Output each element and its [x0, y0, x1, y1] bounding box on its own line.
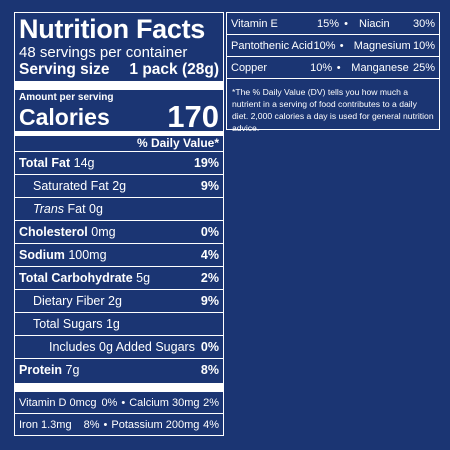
nutrient-dv: 9% — [200, 294, 219, 308]
bullet-separator: • — [103, 418, 108, 431]
vitamin-name: Calcium 30mg — [129, 396, 200, 409]
daily-value-footnote: *The % Daily Value (DV) tells you how mu… — [232, 87, 434, 133]
supplement-dv: 15% — [316, 17, 339, 30]
vitamin-dv: 4% — [203, 418, 219, 431]
nutrient-name: Cholesterol — [19, 225, 88, 239]
medium-divider — [15, 131, 223, 136]
nutrient-name: Trans — [33, 202, 65, 216]
nutrient-name: Includes 0g Added Sugars — [49, 340, 195, 354]
vitamin-dv: 0% — [101, 396, 118, 409]
nutrient-row-total-fat: Total Fat 14g 19% — [15, 152, 223, 175]
serving-size-row: Serving size 1 pack (28g) — [19, 61, 219, 79]
bullet-separator: • — [336, 61, 341, 74]
vitamin-row: Iron 1.3mg 8% • Potassium 200mg 4% — [15, 414, 223, 435]
vitamin-name: Iron 1.3mg — [19, 418, 72, 431]
vitamin-name: Potassium 200mg — [111, 418, 200, 431]
label-title: Nutrition Facts — [19, 14, 206, 44]
nutrient-amount: 5g — [136, 271, 151, 285]
nutrient-dv: 19% — [193, 156, 219, 170]
nutrient-name: Sodium — [19, 248, 65, 262]
nutrient-name: Total Fat — [19, 156, 71, 170]
nutrient-row-protein: Protein 7g 8% — [15, 359, 223, 381]
nutrition-facts-label: Nutrition Facts 48 servings per containe… — [14, 12, 224, 436]
nutrient-amount: 7g — [65, 363, 80, 377]
vitamin-row: Vitamin D 0mcg 0% • Calcium 30mg 2% — [15, 392, 223, 414]
nutrient-amount: 14g — [73, 156, 95, 170]
nutrient-dv: 0% — [200, 225, 219, 239]
serving-size-label: Serving size — [19, 61, 110, 78]
nutrient-dv: 9% — [200, 179, 219, 193]
nutrient-dv: 0% — [200, 340, 219, 354]
amount-per-serving: Amount per serving — [19, 92, 114, 103]
nutrient-row-trans-fat: Trans Fat 0g — [15, 198, 223, 221]
nutrient-name: Dietary Fiber — [33, 294, 105, 308]
serving-size-value: 1 pack (28g) — [129, 61, 219, 78]
daily-value-header: % Daily Value* — [15, 136, 223, 152]
supplement-dv: 30% — [412, 17, 435, 30]
supplement-row: Vitamin E 15% • Niacin 30% — [227, 13, 439, 35]
nutrient-name: Total Carbohydrate — [19, 271, 133, 285]
supplement-name: Magnesium — [353, 39, 411, 52]
supplement-dv: 10% — [313, 39, 336, 52]
nutrient-name: Total Sugars — [33, 317, 103, 331]
thick-divider — [15, 383, 223, 392]
nutrient-amount: 2g — [108, 294, 122, 308]
bullet-separator: • — [121, 396, 126, 409]
supplement-name: Niacin — [359, 17, 390, 30]
bullet-separator: • — [344, 17, 348, 30]
nutrient-name: Protein — [19, 363, 63, 377]
supplement-name: Manganese — [351, 61, 409, 74]
supplement-dv: 25% — [412, 61, 436, 74]
nutrient-amount: 0mg — [91, 225, 116, 239]
supplement-name: Vitamin E — [231, 17, 278, 30]
supplement-dv: 10% — [310, 61, 333, 74]
calories-row: Calories 170 — [19, 99, 219, 134]
nutrient-row-dietary-fiber: Dietary Fiber 2g 9% — [15, 290, 223, 313]
thick-divider — [15, 81, 223, 90]
nutrient-amount: Fat 0g — [67, 202, 103, 216]
vitamin-dv: 8% — [83, 418, 100, 431]
vitamin-dv: 2% — [203, 396, 219, 409]
nutrient-amount: 2g — [112, 179, 127, 193]
supplement-label: Vitamin E 15% • Niacin 30% Pantothenic A… — [226, 12, 440, 133]
bullet-separator: • — [339, 39, 344, 52]
supplement-dv: 10% — [412, 39, 435, 52]
nutrient-row-total-sugars: Total Sugars 1g — [15, 313, 223, 336]
nutrient-row-added-sugars: Includes 0g Added Sugars 0% — [15, 336, 223, 359]
supplement-name: Pantothenic Acid — [231, 39, 313, 52]
vitamin-name: Vitamin D 0mcg — [19, 396, 97, 409]
supplement-name: Copper — [231, 61, 268, 74]
servings-per-container: 48 servings per container — [19, 44, 188, 61]
nutrient-name: Saturated Fat — [33, 179, 109, 193]
nutrient-row-total-carbohydrate: Total Carbohydrate 5g 2% — [15, 267, 223, 290]
nutrient-amount: 1g — [105, 317, 120, 331]
supplement-row: Pantothenic Acid 10% • Magnesium 10% — [227, 35, 439, 57]
nutrient-dv: 2% — [200, 271, 219, 285]
nutrient-row-cholesterol: Cholesterol 0mg 0% — [15, 221, 223, 244]
nutrient-amount: 100mg — [68, 248, 107, 262]
nutrient-dv: 4% — [200, 248, 219, 262]
calories-value: 170 — [167, 99, 219, 134]
nutrient-dv: 8% — [200, 363, 219, 377]
calories-label: Calories — [19, 104, 110, 130]
nutrient-row-saturated-fat: Saturated Fat 2g 9% — [15, 175, 223, 198]
nutrient-row-sodium: Sodium 100mg 4% — [15, 244, 223, 267]
supplement-row: Copper 10% • Manganese 25% — [227, 57, 439, 79]
